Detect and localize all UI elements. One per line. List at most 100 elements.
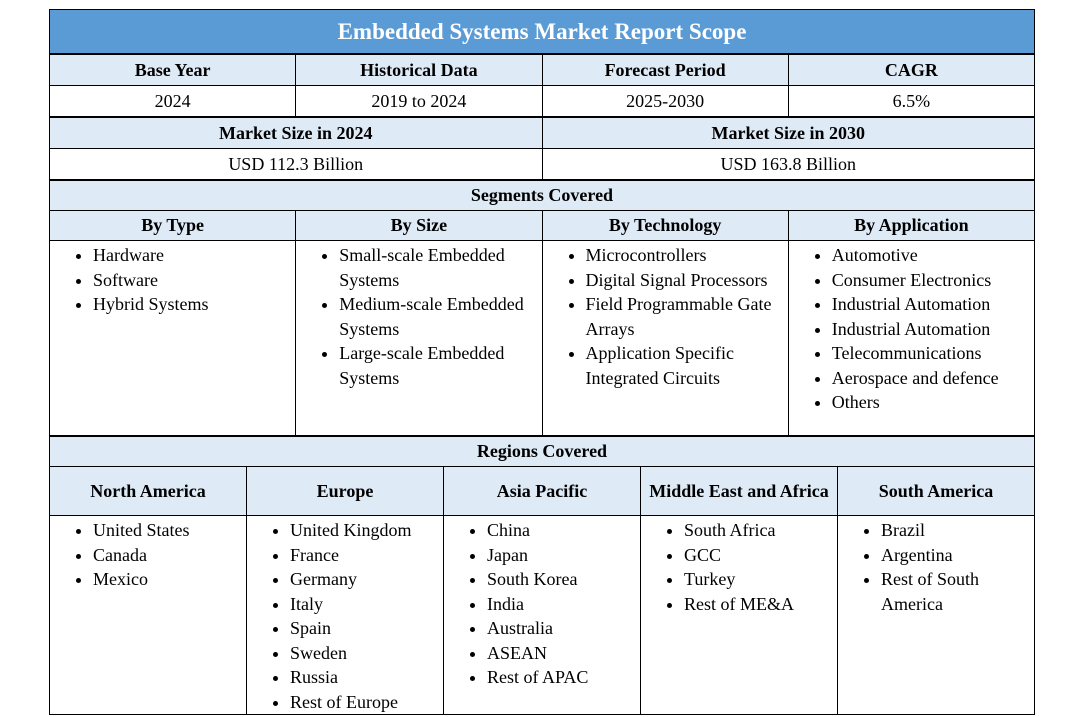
list-item: Hardware — [93, 243, 291, 268]
list-cell: BrazilArgentinaRest of South America — [837, 515, 1035, 715]
regions-table: Regions Covered North America Europe Asia P… — [49, 436, 1035, 715]
list-item: Rest of South America — [881, 567, 1030, 616]
header-cell: Historical Data — [295, 54, 543, 86]
table-row: USD 112.3 Billion USD 163.8 Billion — [49, 148, 1035, 180]
column-header: By Size — [295, 210, 543, 241]
column-header: North America — [49, 466, 247, 516]
table-row: Market Size in 2024 Market Size in 2030 — [49, 117, 1035, 149]
report-scope: Embedded Systems Market Report Scope Base… — [48, 9, 1036, 715]
list-item: Russia — [290, 665, 439, 690]
column-header: Europe — [246, 466, 444, 516]
table-row: HardwareSoftwareHybrid SystemsSmall-scal… — [48, 240, 1036, 436]
list-item: Brazil — [881, 518, 1030, 543]
list-item: Sweden — [290, 641, 439, 666]
list-item: Germany — [290, 567, 439, 592]
list-cell: HardwareSoftwareHybrid Systems — [48, 240, 297, 436]
list-item: South Africa — [684, 518, 833, 543]
table-row: United StatesCanadaMexicoUnited KingdomF… — [49, 515, 1035, 715]
value-cell: 6.5% — [787, 85, 1036, 117]
column-header: Asia Pacific — [443, 466, 641, 516]
list-cell: AutomotiveConsumer ElectronicsIndustrial… — [787, 240, 1036, 436]
list-item: Field Programmable Gate Arrays — [586, 292, 784, 341]
value-cell: USD 163.8 Billion — [541, 148, 1035, 180]
header-cell: Market Size in 2030 — [541, 117, 1035, 149]
bullet-list: United StatesCanadaMexico — [50, 518, 246, 592]
value-cell: 2025-2030 — [541, 85, 789, 117]
table-row: Embedded Systems Market Report Scope — [49, 9, 1035, 54]
list-item: Rest of APAC — [487, 665, 636, 690]
list-item: Medium-scale Embedded Systems — [339, 292, 537, 341]
bullet-list: BrazilArgentinaRest of South America — [838, 518, 1034, 616]
table-row: By Type By Size By Technology By Applicatio… — [48, 210, 1036, 241]
list-item: Canada — [93, 543, 242, 568]
header-cell: Base Year — [48, 54, 297, 86]
list-item: Consumer Electronics — [832, 268, 1030, 293]
column-header: South America — [837, 466, 1035, 516]
bullet-list: ChinaJapanSouth KoreaIndiaAustraliaASEAN… — [444, 518, 640, 690]
list-cell: ChinaJapanSouth KoreaIndiaAustraliaASEAN… — [443, 515, 641, 715]
list-cell: MicrocontrollersDigital Signal Processor… — [541, 240, 789, 436]
report-title: Embedded Systems Market Report Scope — [49, 9, 1035, 54]
list-item: ASEAN — [487, 641, 636, 666]
list-item: Spain — [290, 616, 439, 641]
list-item: GCC — [684, 543, 833, 568]
list-cell: United StatesCanadaMexico — [49, 515, 247, 715]
value-cell: USD 112.3 Billion — [49, 148, 543, 180]
value-cell: 2024 — [48, 85, 297, 117]
table-row: Base Year Historical Data Forecast Period C… — [48, 54, 1036, 86]
header-cell: CAGR — [787, 54, 1036, 86]
list-item: Telecommunications — [832, 341, 1030, 366]
segments-table: Segments Covered By Type By Size By Technol… — [48, 180, 1036, 436]
list-cell: South AfricaGCCTurkeyRest of ME&A — [640, 515, 838, 715]
value-cell: 2019 to 2024 — [295, 85, 543, 117]
list-item: South Korea — [487, 567, 636, 592]
list-item: United States — [93, 518, 242, 543]
list-item: Mexico — [93, 567, 242, 592]
list-cell: Small-scale Embedded SystemsMedium-scale… — [295, 240, 543, 436]
list-item: Italy — [290, 592, 439, 617]
list-item: Automotive — [832, 243, 1030, 268]
bullet-list: Small-scale Embedded SystemsMedium-scale… — [296, 243, 541, 390]
bullet-list: AutomotiveConsumer ElectronicsIndustrial… — [789, 243, 1034, 415]
list-item: Turkey — [684, 567, 833, 592]
list-item: Industrial Automation — [832, 292, 1030, 317]
list-item: Software — [93, 268, 291, 293]
list-item: China — [487, 518, 636, 543]
list-item: Microcontrollers — [586, 243, 784, 268]
list-item: Industrial Automation — [832, 317, 1030, 342]
list-item: Japan — [487, 543, 636, 568]
list-item: Others — [832, 390, 1030, 415]
section-title: Segments Covered — [49, 180, 1035, 211]
list-item: Digital Signal Processors — [586, 268, 784, 293]
title-table: Embedded Systems Market Report Scope — [49, 9, 1035, 54]
section-title: Regions Covered — [49, 436, 1035, 467]
list-item: Small-scale Embedded Systems — [339, 243, 537, 292]
list-item: France — [290, 543, 439, 568]
list-item: Rest of ME&A — [684, 592, 833, 617]
list-cell: United KingdomFranceGermanyItalySpainSwe… — [246, 515, 444, 715]
list-item: Aerospace and defence — [832, 366, 1030, 391]
list-item: Australia — [487, 616, 636, 641]
header-cell: Market Size in 2024 — [49, 117, 543, 149]
header-cell: Forecast Period — [541, 54, 789, 86]
market-size-table: Market Size in 2024 Market Size in 2030 US… — [49, 117, 1035, 180]
column-header: By Application — [787, 210, 1036, 241]
list-item: Hybrid Systems — [93, 292, 291, 317]
table-row: North America Europe Asia Pacific Middle Ea… — [49, 466, 1035, 516]
list-item: India — [487, 592, 636, 617]
list-item: Rest of Europe — [290, 690, 439, 715]
table-row: 2024 2019 to 2024 2025-2030 6.5% — [48, 85, 1036, 117]
table-row: Segments Covered — [49, 180, 1035, 211]
list-item: Argentina — [881, 543, 1030, 568]
column-header: By Technology — [541, 210, 789, 241]
list-item: Application Specific Integrated Circuits — [586, 341, 784, 390]
table-row: Regions Covered — [49, 436, 1035, 467]
bullet-list: South AfricaGCCTurkeyRest of ME&A — [641, 518, 837, 616]
list-item: United Kingdom — [290, 518, 439, 543]
summary-table: Base Year Historical Data Forecast Period C… — [48, 54, 1036, 117]
bullet-list: HardwareSoftwareHybrid Systems — [50, 243, 295, 317]
bullet-list: MicrocontrollersDigital Signal Processor… — [543, 243, 788, 390]
column-header: By Type — [48, 210, 297, 241]
column-header: Middle East and Africa — [640, 466, 838, 516]
